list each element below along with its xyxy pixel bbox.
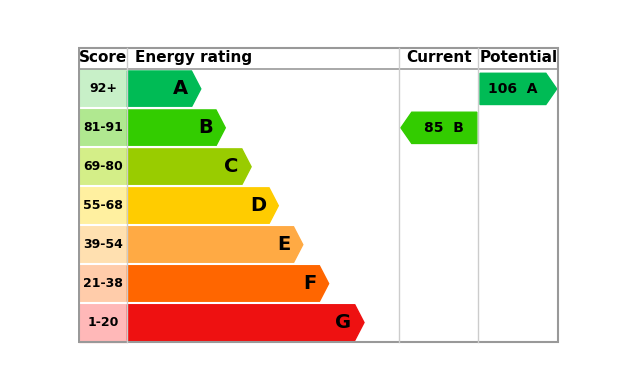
Polygon shape (401, 112, 477, 144)
Bar (128, 186, 399, 225)
Bar (79, 303, 128, 342)
Text: Energy rating: Energy rating (135, 50, 253, 65)
Text: 106  A: 106 A (488, 82, 537, 96)
Bar (79, 69, 128, 108)
Text: 69-80: 69-80 (83, 160, 123, 173)
Bar (79, 186, 128, 225)
Text: 55-68: 55-68 (83, 199, 123, 212)
Text: B: B (198, 119, 213, 137)
Bar (128, 303, 399, 342)
Bar (128, 108, 399, 147)
Text: 1-20: 1-20 (88, 316, 119, 329)
Bar (399, 69, 478, 342)
Text: A: A (174, 80, 188, 98)
Polygon shape (128, 149, 251, 185)
Bar (79, 108, 128, 147)
Bar (79, 225, 128, 264)
Bar (128, 69, 399, 108)
Polygon shape (128, 305, 364, 340)
Text: 21-38: 21-38 (83, 277, 123, 290)
Text: 39-54: 39-54 (83, 238, 123, 251)
Bar (79, 147, 128, 186)
Bar (79, 264, 128, 303)
Text: Potential: Potential (480, 50, 557, 65)
Polygon shape (128, 227, 303, 262)
Text: D: D (250, 196, 266, 215)
Text: Current: Current (406, 50, 471, 65)
Bar (128, 264, 399, 303)
Polygon shape (128, 188, 278, 223)
Bar (478, 69, 559, 342)
Polygon shape (480, 73, 557, 105)
Text: 92+: 92+ (90, 82, 118, 95)
Text: E: E (277, 235, 290, 254)
Polygon shape (128, 266, 328, 301)
Text: 81-91: 81-91 (83, 121, 123, 134)
Text: 85  B: 85 B (424, 121, 464, 135)
Text: C: C (225, 157, 239, 176)
Polygon shape (128, 110, 225, 146)
Bar (128, 147, 399, 186)
Polygon shape (128, 71, 201, 107)
Text: Score: Score (79, 50, 128, 65)
Text: F: F (303, 274, 316, 293)
Text: G: G (335, 313, 351, 332)
Bar (128, 225, 399, 264)
